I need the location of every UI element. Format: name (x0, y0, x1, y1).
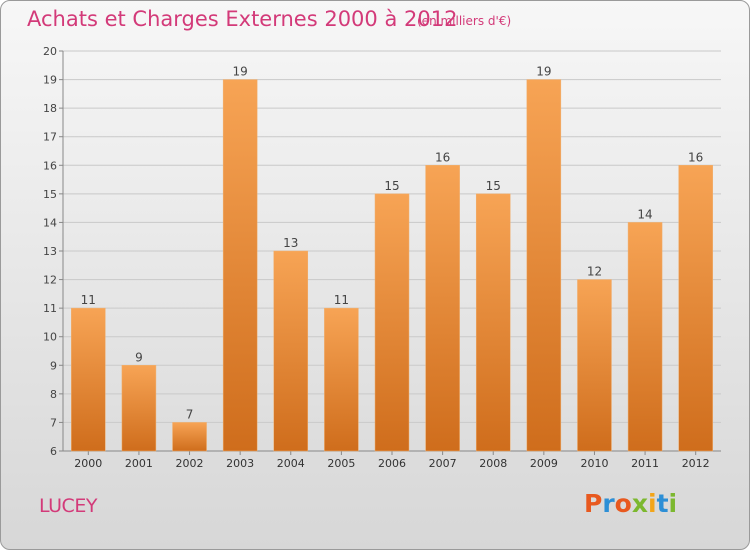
y-tick-label: 13 (43, 245, 57, 258)
y-tick-label: 12 (43, 274, 57, 287)
bar-2005 (324, 307, 359, 452)
logo-letter: r (602, 489, 615, 518)
bar-value-label: 7 (186, 407, 194, 421)
logo-letter: x (631, 489, 648, 518)
bar-value-label: 19 (536, 65, 551, 79)
chart-title: Achats et Charges Externes 2000 à 2012 (27, 7, 458, 31)
x-tick-label: 2000 (74, 457, 102, 470)
bar-2001 (121, 365, 157, 452)
bar-2003 (222, 79, 258, 452)
y-tick-label: 20 (43, 45, 57, 58)
x-tick-label: 2009 (530, 457, 558, 470)
y-tick-label: 14 (43, 216, 57, 229)
y-tick-label: 7 (50, 416, 57, 429)
y-tick-label: 9 (50, 359, 57, 372)
bar-2008 (475, 193, 511, 452)
bar-value-label: 14 (637, 207, 652, 221)
bar-2006 (374, 193, 410, 452)
bar-2010 (577, 279, 612, 452)
chart-subtitle: (en milliers d'€) (417, 14, 512, 28)
x-tick-label: 2010 (580, 457, 608, 470)
bar-value-label: 16 (435, 150, 450, 164)
bar-2002 (172, 422, 207, 452)
y-tick-label: 19 (43, 74, 57, 87)
y-tick-label: 8 (50, 388, 57, 401)
x-tick-label: 2005 (327, 457, 355, 470)
bar-value-label: 9 (135, 350, 143, 364)
x-tick-label: 2004 (277, 457, 305, 470)
y-tick-label: 6 (50, 445, 57, 458)
x-tick-label: 2003 (226, 457, 254, 470)
x-tick-label: 2007 (429, 457, 457, 470)
bar-2009 (526, 79, 562, 452)
bar-value-label: 11 (334, 293, 349, 307)
logo-letter: o (614, 489, 632, 518)
y-tick-label: 16 (43, 159, 57, 172)
bar-value-label: 15 (486, 179, 501, 193)
bar-value-label: 11 (81, 293, 96, 307)
bar-value-label: 13 (283, 236, 298, 250)
logo-letter: i (668, 489, 678, 518)
y-tick-label: 17 (43, 131, 57, 144)
logo-letter: i (648, 489, 657, 518)
x-tick-label: 2006 (378, 457, 406, 470)
proxiti-logo: Proxiti (584, 489, 677, 518)
y-tick-label: 11 (43, 302, 57, 315)
logo-letter: t (656, 489, 669, 518)
bar-value-label: 19 (233, 65, 248, 79)
bar-chart: 6 7 8 9 10 11 12 13 14 15 16 17 18 19 20 11 2000 9 2001 7 2… (43, 45, 721, 470)
bar-2000 (71, 307, 106, 452)
bar-2004 (273, 250, 309, 452)
logo-letter: P (584, 489, 603, 518)
bar-2011 (627, 222, 663, 452)
bar-2012 (678, 165, 713, 452)
x-tick-label: 2011 (631, 457, 659, 470)
bar-value-label: 16 (688, 150, 703, 164)
y-tick-label: 10 (43, 331, 57, 344)
commune-name: LUCEY (39, 495, 97, 517)
bar-2007 (425, 165, 460, 452)
x-tick-label: 2001 (125, 457, 153, 470)
bar-value-label: 12 (587, 265, 602, 279)
y-tick-label: 18 (43, 102, 57, 115)
x-tick-label: 2008 (479, 457, 507, 470)
x-tick-label: 2012 (682, 457, 710, 470)
y-tick-label: 15 (43, 188, 57, 201)
x-tick-label: 2002 (176, 457, 204, 470)
bar-value-label: 15 (384, 179, 399, 193)
